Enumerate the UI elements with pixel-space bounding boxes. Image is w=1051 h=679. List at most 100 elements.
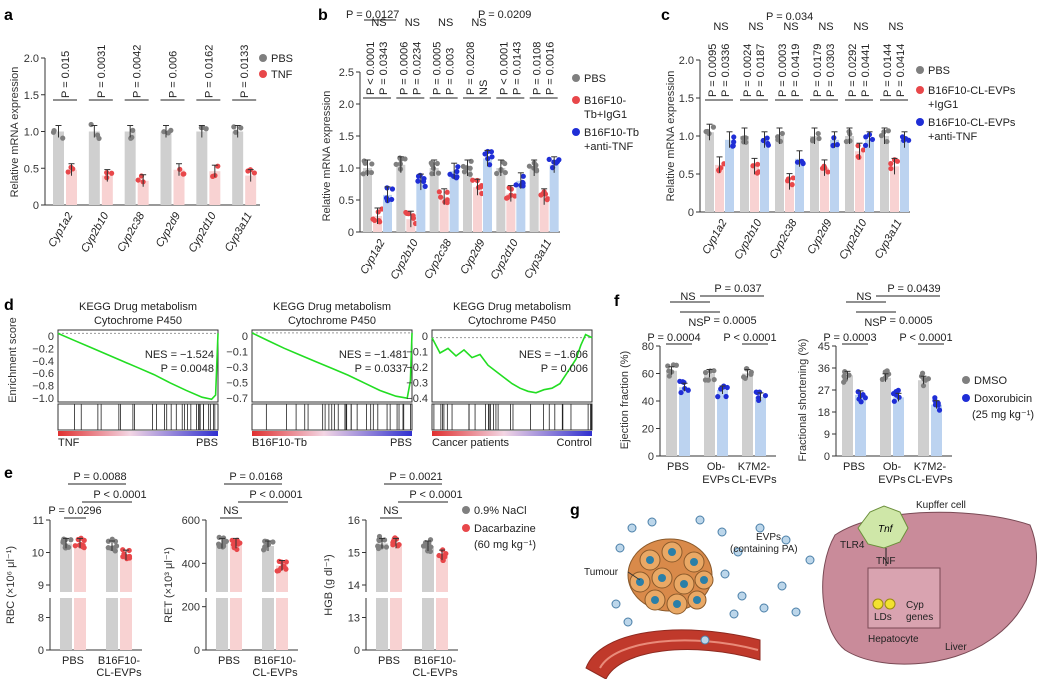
panel-c-dot [863,134,869,140]
panel-b-pvalue: P < 0.0001 [365,42,377,95]
panel-f-dot [711,376,717,383]
panel-e-category: CL-EVPs [412,667,458,679]
panel-f-bar [931,404,942,456]
panel-c-ns: NS [888,21,903,33]
hepatocyte-label: Hepatocyte [868,634,919,645]
panel-c-bar [880,136,889,212]
panel-b-bar [529,168,539,232]
panel-b-legend-antitnf-line2: +anti-TNF [584,141,633,153]
cyp-label: Cyp [906,600,924,611]
panel-d-rank-gradient [252,431,412,436]
panel-c-dot [755,161,761,167]
panel-d-enrichment-curve [431,333,593,394]
panel-f-pvalue: P = 0.0005 [703,315,756,327]
panel-c-bar [750,166,759,212]
panel-c-dot [862,142,869,148]
panel-f-dot [842,369,848,375]
panel-a-y-tick-label: 0.5 [24,163,39,175]
panel-f-pvalue: P = 0.0439 [887,283,940,295]
panel-c-pvalue: P = 0.0144 [882,44,894,97]
panel-b-dot [444,189,450,195]
hepatocyte-box [867,567,941,629]
panel-f-pvalue: P < 0.0001 [723,332,776,344]
panel-e-category: CL-EVPs [96,667,142,679]
panel-b-dot [554,159,561,165]
panel-b-legend-igg1-label: B16F10- [584,95,627,107]
panel-c-top-pvalue: P = 0.034 [766,11,813,23]
panel-a-category: Cyp2d10 [187,210,220,255]
panel-f-bar [842,375,853,456]
panel-b-bar [483,158,492,232]
panel-c-pvalue: P = 0.0303 [825,44,837,97]
panel-b-pvalue: P = 0.0234 [411,42,423,95]
panel-a-dot [180,171,186,177]
panel-d-nes: NES = −1.606 [519,349,588,361]
panel-c-legend-antitnf-marker [916,118,924,126]
panel-d-enrichment-curve [251,332,413,400]
evps-sublabel: (containing PA) [730,544,798,555]
panel-f-ylabel: Ejection fraction (%) [619,351,631,449]
panel-a-pvalue: P = 0.0133 [239,45,251,98]
tumour-pointer [627,571,641,581]
panel-d-plot-frame [251,329,413,403]
panel-c-dot [881,129,887,135]
panel-label-g: g [570,502,580,519]
panel-a-dot [215,163,221,169]
panel-a-legend-tnf-label: TNF [271,69,293,81]
panel-c-pvalue: P = 0.0003 [777,44,789,97]
panel-b-ns: NS [405,17,420,29]
panel-f-y-tick-label: 36 [818,363,830,375]
panel-c-pvalue: P = 0.0441 [860,44,872,97]
panel-e-dot [231,545,237,551]
panel-f-bar [704,373,715,456]
panel-a-pvalue: P = 0.015 [60,51,72,98]
panel-c-bar [775,136,784,212]
panel-b-dot [467,171,473,177]
panel-c-dot [710,124,717,130]
panel-b-pvalue: P = 0.0208 [465,42,477,95]
panel-c-legend-pbs-label: PBS [928,65,950,77]
panel-b-ylabel: Relative mRNA expression [321,91,333,222]
panel-c-bar [900,139,909,212]
panel-e-bar [120,555,132,650]
panel-b-dot [453,175,459,181]
kupffer-cell-shape [857,505,909,549]
panel-c-bar [725,139,734,212]
panel-b-dot [455,164,461,170]
panel-c-bar [810,136,819,212]
panel-e-y-tick-label: 9 [38,580,44,592]
panel-c-dot [869,136,876,143]
panel-d-y-tick-label: 0 [422,331,428,343]
panel-e-dot [126,547,132,554]
panel-f-y-tick-label: 40 [642,396,654,408]
panel-b-category: Cyp3a11 [522,238,554,281]
panel-e-dot [80,544,86,550]
panel-b-bar [383,194,392,232]
panel-b-dot [534,168,540,174]
panel-b-pvalue: NS [478,80,490,95]
panel-c-ns: NS [853,21,868,33]
panel-a-legend-tnf-marker [259,70,267,78]
tlr4-label: TLR4 [840,540,865,551]
panel-b-dot [489,154,495,160]
panel-b-dot [540,191,546,197]
kupffer-label: Kupffer cell [916,500,966,511]
panel-b-legend-antitnf-label: B16F10-Tb [584,127,639,139]
panel-c-ns: NS [713,21,728,33]
panel-d-title: Cytochrome P450 [94,315,182,327]
panel-a-pvalue: P = 0.0042 [132,45,144,98]
panel-d-title: Cytochrome P450 [288,315,376,327]
panel-f-category: PBS [843,461,865,473]
panel-f-category: K7M2- [914,461,947,473]
panel-b-dot [393,161,399,167]
panel-e-dot [109,536,115,542]
panel-a-dot [251,170,257,176]
panel-c-dot [834,142,840,148]
panel-d-y-tick-label: −0.2 [406,362,428,374]
panel-d-title: KEGG Drug metabolism [453,301,571,313]
panel-b-dot [502,160,508,167]
panel-e-bar [276,565,288,650]
panel-c-y-tick-label: 2.0 [679,55,694,67]
panel-b-dot [375,209,381,215]
